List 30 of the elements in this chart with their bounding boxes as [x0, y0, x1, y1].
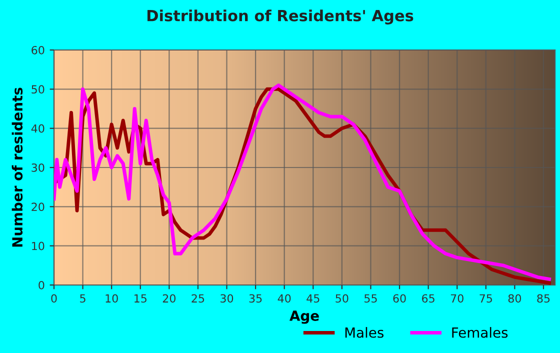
x-tick-label: 25 [192, 294, 204, 303]
x-tick-label: 45 [306, 294, 320, 303]
x-tick-label: 15 [134, 294, 146, 303]
x-tick-label: 20 [162, 294, 176, 303]
x-tick-label: 50 [336, 294, 348, 303]
y-tick-label: 10 [32, 242, 44, 250]
y-tick-label: 0 [38, 280, 44, 290]
chart-title: Distribution of Residents' Ages [147, 10, 414, 24]
x-tick-label: 85 [537, 294, 550, 303]
y-tick-label: 30 [32, 163, 44, 172]
legend-label: Males [345, 327, 384, 338]
x-tick-label: 80 [508, 294, 522, 303]
x-tick-label: 70 [450, 294, 464, 303]
x-tick-label: 30 [220, 294, 234, 303]
x-tick-label: 55 [364, 294, 377, 303]
x-tick-label: 60 [393, 294, 406, 303]
legend-label: Females [452, 327, 508, 338]
y-axis-title: Number of residents [12, 88, 23, 247]
x-tick-label: 65 [422, 294, 434, 303]
y-tick-label: 40 [31, 124, 44, 133]
x-tick-label: 0 [51, 294, 57, 303]
x-tick-label: 75 [480, 294, 492, 303]
y-tick-label: 50 [32, 85, 44, 94]
x-tick-label: 10 [106, 294, 118, 303]
y-tick-label: 20 [32, 202, 44, 212]
x-tick-label: 5 [80, 294, 86, 303]
x-axis-title: Age [290, 310, 319, 324]
x-tick-label: 35 [249, 294, 262, 303]
y-tick-label: 60 [32, 46, 44, 54]
x-tick-label: 40 [278, 294, 291, 303]
